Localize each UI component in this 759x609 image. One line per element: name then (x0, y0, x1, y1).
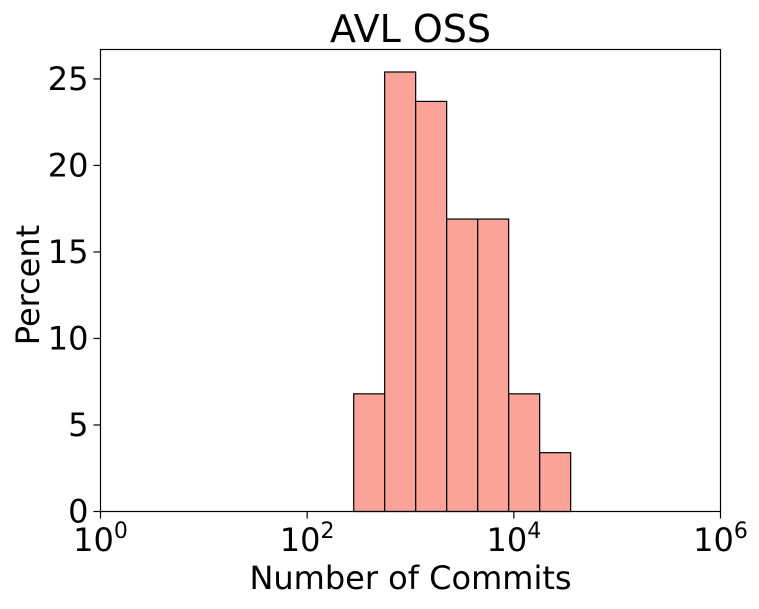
y-tick-label: 5 (68, 406, 88, 444)
y-axis-label: Percent (9, 225, 47, 345)
chart-title: AVL OSS (330, 7, 491, 51)
x-tick-exponent: 4 (527, 519, 541, 544)
bars-layer (353, 71, 572, 513)
histogram-bar (415, 100, 448, 513)
x-axis-label: Number of Commits (249, 559, 571, 597)
x-tick-exponent: 0 (114, 519, 128, 544)
x-tick-label: 102 (280, 519, 335, 559)
histogram-bar (539, 452, 572, 513)
histogram-bar (353, 393, 386, 513)
y-axis-ticks: 0 5 10 15 20 25 (48, 60, 101, 531)
x-tick-base: 10 (280, 521, 321, 559)
x-axis-ticks: 100 102 104 106 (73, 511, 748, 559)
x-tick-base: 10 (486, 521, 527, 559)
x-tick-label: 106 (693, 519, 748, 559)
x-tick-exponent: 6 (734, 519, 748, 544)
x-tick-label: 104 (486, 519, 541, 559)
x-tick-base: 10 (693, 521, 734, 559)
histogram-bar (384, 71, 417, 513)
histogram-bar (477, 218, 510, 513)
x-tick-base: 10 (73, 521, 114, 559)
x-tick-label: 100 (73, 519, 128, 559)
y-tick-label: 0 (68, 493, 88, 531)
y-tick-label: 20 (48, 146, 89, 184)
x-tick-exponent: 2 (321, 519, 335, 544)
y-tick-label: 15 (48, 233, 89, 271)
histogram-bar (508, 393, 541, 513)
y-tick-label: 25 (48, 60, 89, 98)
plot-frame (99, 48, 722, 513)
y-tick-label: 10 (48, 319, 89, 357)
histogram-bar (446, 218, 479, 513)
